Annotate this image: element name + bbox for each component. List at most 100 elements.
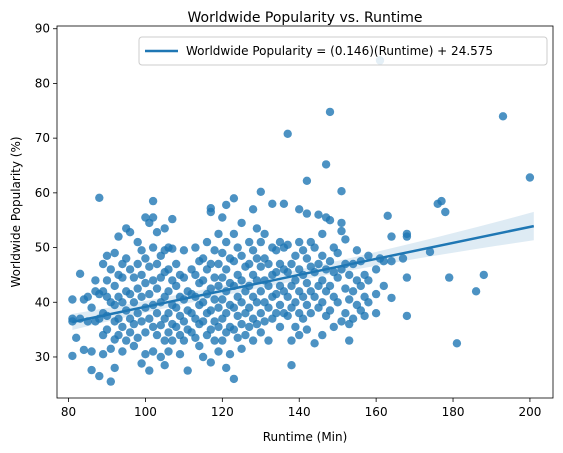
data-point	[198, 317, 208, 326]
data-point	[141, 278, 150, 288]
data-point	[229, 374, 239, 384]
data-point	[302, 176, 312, 185]
data-point	[318, 229, 327, 239]
data-point	[275, 322, 285, 332]
data-point	[256, 287, 265, 296]
y-tick-label: 80	[35, 76, 50, 90]
data-point	[245, 259, 254, 269]
data-point	[102, 325, 112, 334]
data-point	[129, 319, 139, 329]
data-point	[164, 309, 173, 318]
data-point	[206, 358, 215, 367]
data-point	[179, 317, 189, 326]
data-point	[118, 347, 127, 356]
data-point	[291, 276, 300, 285]
data-point	[179, 246, 189, 255]
data-point	[302, 254, 312, 263]
data-point	[87, 365, 96, 375]
data-point	[141, 254, 150, 263]
data-point	[479, 270, 488, 280]
data-point	[237, 218, 246, 228]
data-point	[191, 270, 200, 280]
data-point	[387, 232, 396, 241]
data-point	[237, 344, 246, 353]
data-point	[337, 218, 346, 228]
data-point	[402, 311, 412, 321]
data-point	[291, 298, 300, 307]
data-point	[360, 311, 369, 321]
data-point	[206, 325, 215, 334]
data-point	[291, 251, 300, 260]
legend: Worldwide Popularity = (0.146)(Runtime) …	[138, 36, 548, 66]
y-tick-label: 30	[35, 350, 50, 364]
data-point	[125, 328, 135, 337]
data-point	[279, 199, 289, 208]
data-point	[337, 226, 346, 236]
data-point	[152, 284, 162, 293]
data-point	[152, 259, 162, 269]
data-point	[302, 300, 312, 310]
data-point	[325, 107, 335, 117]
data-point	[148, 243, 158, 252]
data-point	[237, 298, 246, 307]
data-point	[256, 328, 265, 337]
data-point	[198, 298, 208, 307]
y-tick-label: 60	[35, 186, 50, 200]
x-tick-label: 160	[365, 405, 388, 419]
data-point	[437, 196, 446, 206]
data-point	[198, 276, 208, 285]
data-point	[214, 322, 223, 332]
data-point	[118, 273, 127, 282]
data-point	[341, 284, 350, 293]
data-point	[214, 281, 223, 291]
data-point	[252, 254, 262, 263]
data-point	[83, 292, 93, 301]
data-point	[318, 276, 327, 285]
data-point	[106, 265, 116, 274]
data-point	[202, 237, 212, 247]
data-point	[114, 330, 123, 340]
data-point	[272, 246, 281, 255]
data-point	[348, 314, 358, 323]
data-point	[191, 243, 200, 252]
data-point	[314, 259, 323, 269]
data-point	[137, 292, 146, 301]
data-point	[125, 228, 135, 237]
data-point	[95, 371, 104, 381]
data-point	[218, 248, 227, 258]
data-point	[241, 330, 250, 340]
data-point	[68, 295, 77, 304]
data-point	[72, 333, 81, 342]
data-point	[283, 268, 292, 277]
data-point	[229, 325, 239, 334]
data-point	[218, 295, 227, 304]
data-point	[156, 321, 165, 330]
data-point	[256, 262, 265, 271]
data-point	[160, 336, 169, 345]
data-point	[137, 270, 146, 280]
data-point	[179, 273, 189, 282]
data-point	[398, 254, 408, 263]
data-point	[141, 350, 150, 359]
data-point	[210, 246, 219, 255]
data-point	[445, 273, 454, 282]
data-point	[310, 243, 319, 252]
data-point	[210, 336, 219, 345]
data-point	[318, 298, 327, 307]
data-point	[145, 262, 154, 271]
legend-entry-regression: Worldwide Popularity = (0.146)(Runtime) …	[186, 44, 493, 58]
data-point	[106, 344, 116, 353]
data-point	[337, 187, 346, 196]
data-point	[337, 317, 346, 326]
data-point	[183, 366, 192, 375]
data-point	[306, 309, 315, 318]
data-point	[283, 240, 292, 249]
data-point	[264, 336, 273, 345]
data-point	[364, 298, 373, 307]
data-point	[260, 317, 269, 326]
data-point	[248, 246, 258, 255]
data-point	[325, 257, 335, 266]
data-point	[110, 363, 119, 373]
data-point	[225, 350, 235, 359]
data-point	[229, 194, 239, 203]
